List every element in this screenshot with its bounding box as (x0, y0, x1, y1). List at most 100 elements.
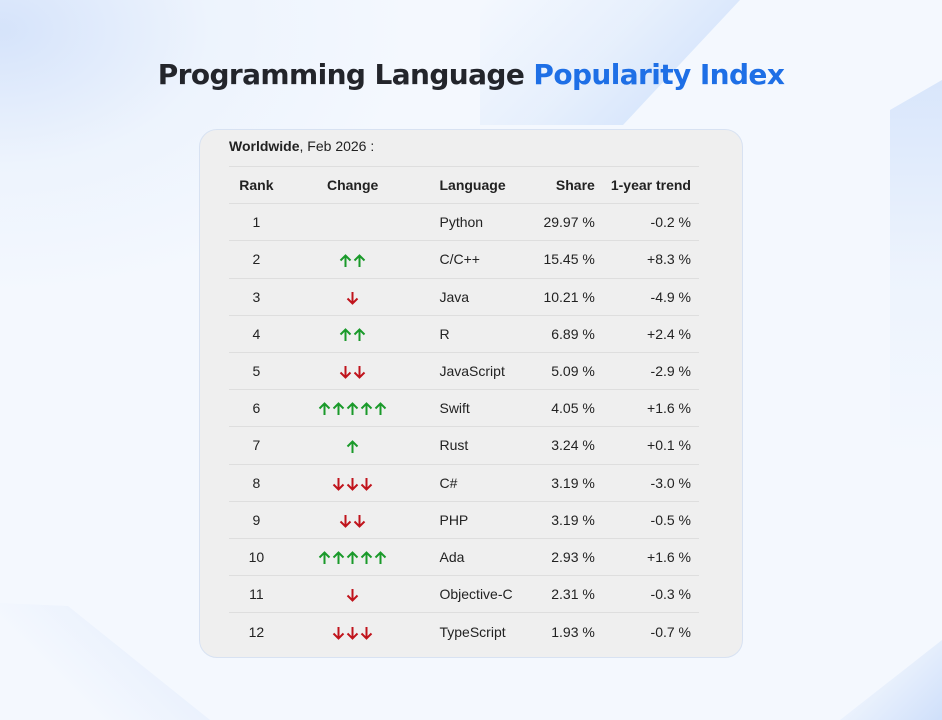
arrow-up-icon (353, 328, 366, 342)
table-header-row: Rank Change Language Share 1-year trend (229, 165, 699, 204)
arrow-down-icon (346, 626, 359, 640)
arrow-up-icon (332, 551, 345, 565)
cell-share: 3.19 % (526, 500, 603, 539)
table-row: 2 C/C++ 15.45 % +8.3 % (229, 240, 699, 279)
cell-rank: 9 (229, 500, 284, 539)
cell-trend: -3.0 % (602, 463, 699, 502)
table-row: 4 R 6.89 % +2.4 % (229, 314, 699, 353)
cell-language: PHP (421, 500, 527, 539)
arrow-down-icon (339, 514, 352, 528)
arrow-up-icon (374, 551, 387, 565)
cell-rank: 2 (229, 240, 284, 279)
ranking-card: Worldwide, Feb 2026 : Rank Change Langua… (199, 129, 743, 658)
cell-share: 2.93 % (526, 537, 603, 576)
header-language: Language (421, 165, 527, 204)
cell-share: 2.31 % (526, 575, 603, 613)
table-row: 5 JavaScript 5.09 % -2.9 % (229, 351, 699, 390)
cell-change (283, 537, 422, 576)
arrow-up-icon (346, 439, 359, 454)
arrow-up-icon (339, 253, 352, 268)
cell-change (283, 612, 422, 650)
cell-trend: +1.6 % (602, 389, 699, 427)
table-row: 9 PHP 3.19 % -0.5 % (229, 500, 699, 539)
change-indicator (339, 328, 366, 342)
table-row: 8 C# 3.19 % -3.0 % (229, 463, 699, 502)
header-rank: Rank (229, 165, 284, 204)
cell-trend: -4.9 % (602, 277, 699, 316)
background-decoration (840, 640, 942, 720)
cell-rank: 6 (229, 389, 284, 427)
arrow-up-icon (339, 328, 352, 342)
table-row: 12 TypeScript 1.93 % -0.7 % (229, 612, 699, 650)
cell-rank: 4 (229, 314, 284, 353)
cell-trend: +2.4 % (602, 314, 699, 353)
arrow-down-icon (346, 588, 359, 603)
cell-share: 4.05 % (526, 389, 603, 427)
table-body: 1 Python 29.97 % -0.2 % 2 C/C++ 15.45 % +8.3 % 3… (229, 203, 699, 650)
change-indicator (332, 477, 373, 491)
change-indicator (346, 291, 359, 305)
cell-share: 3.19 % (526, 463, 603, 502)
ranking-table: Rank Change Language Share 1-year trend … (229, 165, 699, 650)
cell-change (283, 426, 422, 464)
header-trend: 1-year trend (602, 165, 699, 204)
cell-trend: -0.2 % (602, 203, 699, 241)
cell-language: Objective-C (421, 575, 527, 613)
table-row: 11 Objective-C 2.31 % -0.3 % (229, 575, 699, 613)
table-row: 6 Swift 4.05 % +1.6 % (229, 389, 699, 427)
table-row: 10 Ada 2.93 % +1.6 % (229, 537, 699, 576)
cell-language: Ada (421, 537, 527, 576)
cell-share: 5.09 % (526, 351, 603, 390)
cell-change (283, 500, 422, 539)
cell-trend: -0.3 % (602, 575, 699, 613)
cell-change (283, 314, 422, 353)
cell-change (283, 463, 422, 502)
header-share: Share (526, 165, 603, 204)
cell-language: Java (421, 277, 527, 316)
arrow-up-icon (360, 551, 373, 565)
cell-rank: 8 (229, 463, 284, 502)
arrow-up-icon (346, 402, 359, 416)
arrow-down-icon (346, 291, 359, 305)
change-indicator (339, 365, 366, 380)
cell-trend: -0.7 % (602, 612, 699, 650)
change-indicator (339, 514, 366, 528)
arrow-up-icon (332, 402, 345, 416)
table-caption: Worldwide, Feb 2026 : (229, 138, 374, 154)
cell-share: 29.97 % (526, 203, 603, 241)
change-indicator (318, 402, 387, 416)
caption-region: Worldwide (229, 138, 300, 154)
arrow-down-icon (353, 514, 366, 528)
arrow-down-icon (346, 477, 359, 491)
background-decoration (890, 80, 942, 720)
cell-change (283, 203, 422, 241)
cell-rank: 3 (229, 277, 284, 316)
cell-language: R (421, 314, 527, 353)
cell-change (283, 389, 422, 427)
cell-language: Python (421, 203, 527, 241)
arrow-down-icon (332, 626, 345, 640)
arrow-down-icon (360, 477, 373, 491)
cell-share: 3.24 % (526, 426, 603, 464)
arrow-up-icon (353, 253, 366, 268)
cell-share: 10.21 % (526, 277, 603, 316)
table-row: 1 Python 29.97 % -0.2 % (229, 203, 699, 241)
cell-rank: 5 (229, 351, 284, 390)
cell-trend: -2.9 % (602, 351, 699, 390)
cell-language: Rust (421, 426, 527, 464)
cell-change (283, 575, 422, 613)
change-indicator (339, 253, 366, 268)
header-change: Change (283, 165, 422, 204)
cell-trend: -0.5 % (602, 500, 699, 539)
cell-trend: +1.6 % (602, 537, 699, 576)
table-row: 7 Rust 3.24 % +0.1 % (229, 426, 699, 464)
cell-rank: 12 (229, 612, 284, 650)
arrow-up-icon (318, 402, 331, 416)
cell-change (283, 277, 422, 316)
background-decoration (0, 603, 210, 720)
arrow-up-icon (360, 402, 373, 416)
arrow-down-icon (332, 477, 345, 491)
cell-share: 1.93 % (526, 612, 603, 650)
page-title: Programming Language Popularity Index (0, 58, 942, 91)
arrow-up-icon (346, 551, 359, 565)
